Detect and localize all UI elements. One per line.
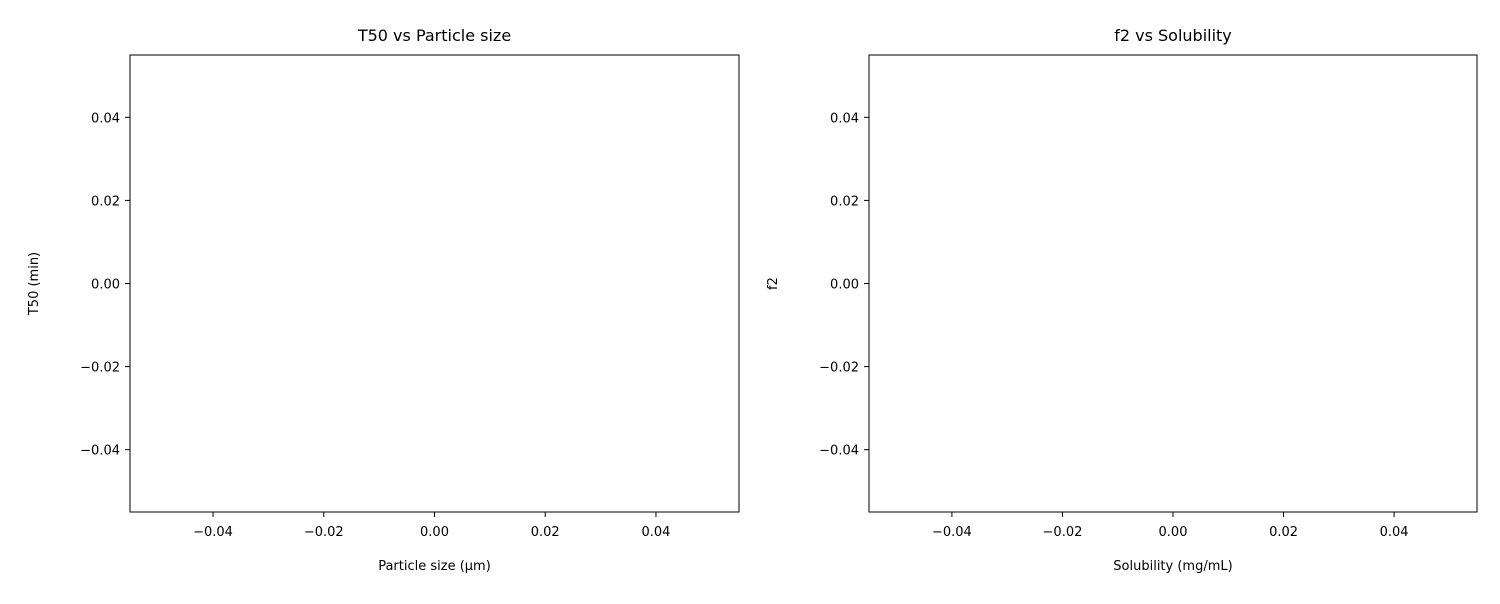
left-y-tick-label: 0.04 xyxy=(91,111,120,126)
right-y-tick-label: −0.04 xyxy=(819,444,859,459)
left-axes-frame xyxy=(129,54,740,513)
left-x-tick-label: 0.00 xyxy=(420,525,449,540)
right-axes-frame xyxy=(868,54,1478,513)
right-y-tick-label: 0.02 xyxy=(830,194,859,209)
right-y-ticks: −0.04 −0.02 0.00 0.02 0.04 xyxy=(819,111,869,459)
left-x-tick-label: −0.04 xyxy=(193,525,233,540)
right-y-tick-label: −0.02 xyxy=(819,361,859,376)
left-chart-title: T50 vs Particle size xyxy=(357,26,511,45)
left-y-tick-label: −0.02 xyxy=(80,361,120,376)
right-x-tick-label: −0.02 xyxy=(1043,525,1083,540)
left-y-axis-label: T50 (min) xyxy=(27,252,42,316)
right-x-tick-label: 0.00 xyxy=(1159,525,1188,540)
left-y-tick-label: 0.02 xyxy=(91,194,120,209)
left-x-axis-label: Particle size (µm) xyxy=(378,559,491,574)
left-subplot: T50 vs Particle size Particle size (µm) … xyxy=(27,26,740,574)
right-chart-title: f2 vs Solubility xyxy=(1114,26,1232,45)
right-x-axis-label: Solubility (mg/mL) xyxy=(1113,559,1232,574)
right-x-tick-label: 0.04 xyxy=(1380,525,1409,540)
right-y-tick-label: 0.00 xyxy=(830,278,859,293)
right-x-tick-label: 0.02 xyxy=(1269,525,1298,540)
right-x-ticks: −0.04 −0.02 0.00 0.02 0.04 xyxy=(932,512,1409,540)
left-x-tick-label: −0.02 xyxy=(304,525,344,540)
left-x-ticks: −0.04 −0.02 0.00 0.02 0.04 xyxy=(193,512,670,540)
left-x-tick-label: 0.04 xyxy=(641,525,670,540)
right-y-tick-label: 0.04 xyxy=(830,111,859,126)
left-y-ticks: −0.04 −0.02 0.00 0.02 0.04 xyxy=(80,111,130,459)
right-x-tick-label: −0.04 xyxy=(932,525,972,540)
right-y-axis-label: f2 xyxy=(766,277,781,290)
right-subplot: f2 vs Solubility Solubility (mg/mL) f2 −… xyxy=(766,26,1478,574)
left-y-tick-label: 0.00 xyxy=(91,278,120,293)
left-y-tick-label: −0.04 xyxy=(80,444,120,459)
left-x-tick-label: 0.02 xyxy=(531,525,560,540)
